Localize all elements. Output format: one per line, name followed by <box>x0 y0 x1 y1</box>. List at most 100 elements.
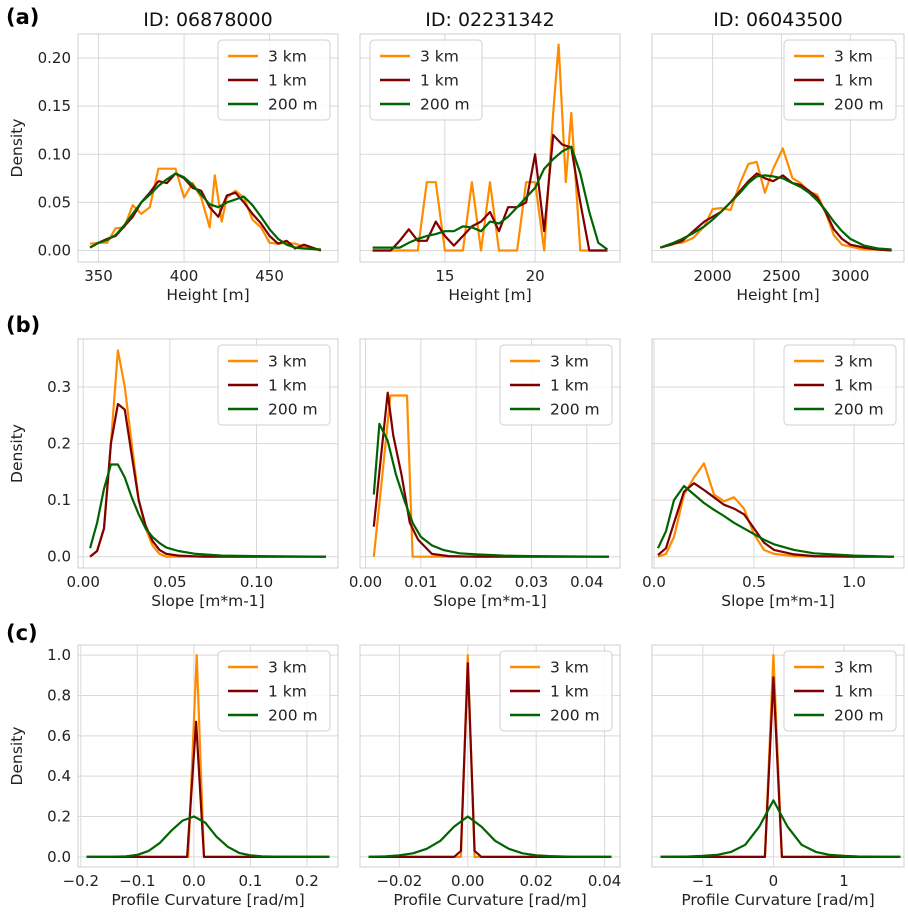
chart-0-0-ytick-label: 0.10 <box>38 145 71 163</box>
chart-0-0-series-0 <box>89 167 322 252</box>
chart-0-1-legend-label-2: 200 m <box>420 96 470 114</box>
chart-1-0-xtick-label: 0.00 <box>66 573 99 591</box>
chart-0-2-legend-label-2: 200 m <box>834 96 884 114</box>
chart-0-1-xtick-label: 20 <box>526 267 545 285</box>
chart-2-2-xlabel: Profile Curvature [rad/m] <box>681 891 874 909</box>
chart-0-2-legend: 3 km 1 km 200 m <box>783 39 897 121</box>
chart-0-0-xlabel: Height [m] <box>166 286 249 304</box>
chart-2-0-xtick-label: 0.2 <box>295 872 319 890</box>
chart-1-0-legend-label-2: 200 m <box>268 401 318 419</box>
chart-1-2-legend-label-1: 1 km <box>834 377 873 395</box>
chart-2-0-legend-box <box>217 650 331 732</box>
chart-0-0-series-2 <box>89 172 321 251</box>
chart-0-0-xtick-label: 350 <box>84 267 113 285</box>
chart-1-2-xtick-label: 0.0 <box>642 573 666 591</box>
chart-1-0-legend-box <box>217 344 331 426</box>
chart-1-1-xtick-label: 0.01 <box>404 573 437 591</box>
chart-0-2-legend-label-1: 1 km <box>834 72 873 90</box>
chart-2-0-ytick-label: 0.6 <box>47 727 71 745</box>
chart-2-1-xtick-label: 0.00 <box>451 872 484 890</box>
chart-0-1-frame <box>359 33 621 263</box>
chart-1-1-legend: 3 km 1 km 200 m <box>499 344 613 426</box>
chart-2-1-legend-label-0: 3 km <box>550 659 589 677</box>
chart-2-1-legend-box <box>499 650 613 732</box>
chart-1-1-xtick-label: 0.00 <box>349 573 382 591</box>
chart-2-1-xtick-label: 0.02 <box>519 872 552 890</box>
chart-2-0-ylabel: Density <box>8 727 26 786</box>
chart-0-1-xtick-label: 15 <box>435 267 454 285</box>
chart-1-0-ytick-label: 0.0 <box>47 548 71 566</box>
chart-1-0-series-2 <box>89 463 326 558</box>
chart-1-2-series-2 <box>657 484 895 558</box>
chart-0-1-series-2 <box>372 145 609 251</box>
chart-0-1-legend-label-0: 3 km <box>420 48 459 66</box>
chart-1-2-frame <box>651 338 905 569</box>
chart-1-0-ytick-label: 0.1 <box>47 491 71 509</box>
chart-2-2-legend: 3 km 1 km 200 m <box>783 650 897 732</box>
chart-2-0-ytick-label: 0.2 <box>47 808 71 826</box>
chart-0-0-xtick-label: 400 <box>170 267 199 285</box>
chart-0-0-ytick-label: 0.00 <box>38 241 71 259</box>
chart-0-2: 2000 2500 3000 Height [m] ID: 06043500 3 km 1 … <box>651 9 905 304</box>
chart-2-0-ytick-label: 1.0 <box>47 646 71 664</box>
chart-0-0: 350 400 450 0.00 0.05 0.10 0.15 0.20 Height [m] D… <box>8 9 339 304</box>
chart-1-1-xtick-label: 0.04 <box>570 573 603 591</box>
chart-2-1-frame <box>359 644 621 868</box>
chart-0-2-series-1 <box>660 172 892 252</box>
chart-0-1-legend-box <box>369 39 483 121</box>
chart-0-0-ylabel: Density <box>8 119 26 178</box>
chart-2-2-legend-label-1: 1 km <box>834 683 873 701</box>
chart-1-1-xtick-label: 0.03 <box>515 573 548 591</box>
chart-1-1-legend-box <box>499 344 613 426</box>
chart-1-1-series-1 <box>372 391 609 558</box>
chart-2-0-ytick-label: 0.0 <box>47 848 71 866</box>
chart-2-2-frame <box>651 644 905 868</box>
chart-1-0-series-1 <box>89 402 326 558</box>
chart-1-1-legend-label-0: 3 km <box>550 353 589 371</box>
chart-1-0-ytick-label: 0.2 <box>47 435 71 453</box>
chart-1-2-legend-box <box>783 344 897 426</box>
chart-0-2-legend-box <box>783 39 897 121</box>
chart-0-0-legend: 3 km 1 km 200 m <box>217 39 331 121</box>
chart-1-2-series-1 <box>657 482 894 558</box>
chart-2-1-series-1 <box>368 662 612 858</box>
chart-1-1-frame <box>359 338 621 569</box>
chart-0-1-legend: 3 km 1 km 200 m <box>369 39 483 121</box>
chart-1-0-xtick-label: 0.05 <box>153 573 186 591</box>
chart-2-0-frame <box>77 644 339 868</box>
chart-2-2-xtick-label: 1 <box>839 872 849 890</box>
chart-0-0-ytick-label: 0.20 <box>38 49 71 67</box>
row-label-c: (c) <box>6 621 38 645</box>
chart-2-0-legend-label-1: 1 km <box>268 683 307 701</box>
row-labels: (a) (b) (c) <box>6 5 40 645</box>
chart-1-2-legend: 3 km 1 km 200 m <box>783 344 897 426</box>
chart-1-1-legend-label-1: 1 km <box>550 377 589 395</box>
chart-2-1-legend: 3 km 1 km 200 m <box>499 650 613 732</box>
chart-0-2-series-0 <box>659 147 892 252</box>
chart-1-0-xlabel: Slope [m*m-1] <box>151 592 264 610</box>
chart-1-0: 0.00 0.05 0.10 0.0 0.1 0.2 0.3 Slope [m*m-1] Den… <box>8 338 339 610</box>
chart-0-0-legend-box <box>217 39 331 121</box>
chart-2-1-legend-label-2: 200 m <box>550 707 600 725</box>
chart-0-2-frame <box>651 33 905 263</box>
chart-0-0-frame <box>77 33 339 263</box>
chart-2-2-xtick-label: 0 <box>769 872 779 890</box>
chart-2-0-xtick-label: −0.1 <box>119 872 155 890</box>
chart-1-0-ytick-label: 0.3 <box>47 378 71 396</box>
chart-2-2-series-2 <box>660 799 901 858</box>
chart-1-1: 0.00 0.01 0.02 0.03 0.04 Slope [m*m-1] 3 km 1 k… <box>349 338 621 610</box>
chart-2-0-series-2 <box>86 815 330 858</box>
chart-2-1-xlabel: Profile Curvature [rad/m] <box>393 891 586 909</box>
chart-0-0-ytick-label: 0.05 <box>38 193 71 211</box>
chart-1-2-legend-label-0: 3 km <box>834 353 873 371</box>
chart-1-1-xtick-label: 0.02 <box>459 573 492 591</box>
chart-2-1-legend-label-1: 1 km <box>550 683 589 701</box>
chart-0-2-xlabel: Height [m] <box>736 286 819 304</box>
row-label-b: (b) <box>6 313 40 337</box>
chart-2-0-ytick-label: 0.8 <box>47 686 71 704</box>
